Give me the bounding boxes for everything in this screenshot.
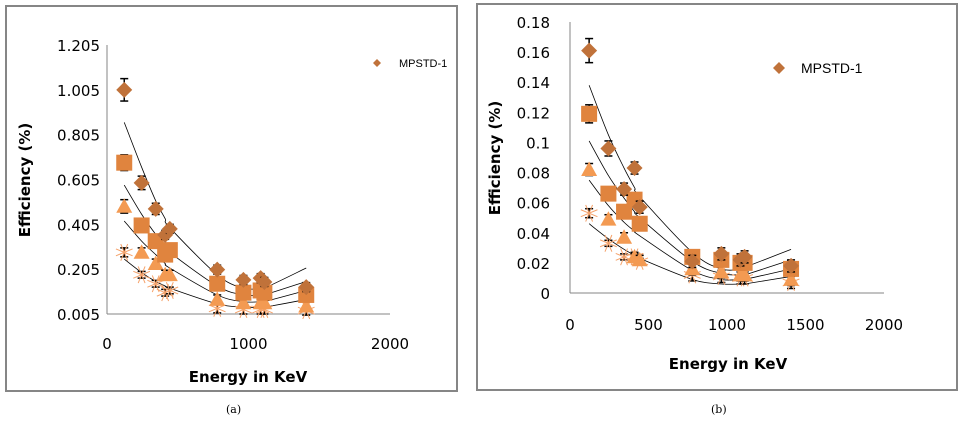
data-point-square <box>133 217 150 234</box>
chart-a-ytick-label: 0.805 <box>57 127 100 145</box>
chart-a-ytick-label: 1.005 <box>57 82 100 100</box>
chart-b-plot: 0 0.02 0.04 0.06 0.08 0.1 0.12 0.14 0.16 0.18 0 500… <box>517 14 904 334</box>
chart-b: Energy in KeV Efficiency (%) MPSTD-1 <box>486 60 863 373</box>
data-point-triangle <box>616 229 633 244</box>
data-point-asterisk <box>133 266 151 284</box>
chart-b-ytick-label: 0.04 <box>517 225 550 243</box>
data-point-diamond <box>256 273 273 290</box>
data-point-square <box>209 275 226 292</box>
chart-b-xtick-label: 0 <box>565 316 575 334</box>
data-point-triangle <box>147 255 164 270</box>
chart-a-ytick-label: 0.605 <box>57 172 100 190</box>
data-point-triangle <box>256 294 273 310</box>
data-point-triangle <box>209 291 226 306</box>
data-point-square <box>600 185 617 202</box>
data-point-triangle <box>161 266 178 282</box>
chart-a-ytick-label: 1.205 <box>57 37 100 55</box>
chart-b-series-square <box>581 104 800 277</box>
data-point-triangle <box>783 271 800 286</box>
data-point-diamond <box>600 140 617 157</box>
chart-a-xlabel: Energy in KeV <box>189 368 308 386</box>
chart-a-ytick-label: 0.205 <box>57 261 100 279</box>
data-point-square <box>631 215 648 232</box>
chart-b-xtick-label: 1000 <box>708 316 746 334</box>
chart-a-ytick-label: 0.405 <box>57 216 100 234</box>
chart-b-legend-marker <box>773 62 785 74</box>
data-point-square <box>256 284 273 301</box>
data-point-square <box>581 105 598 122</box>
data-point-diamond <box>298 279 315 296</box>
chart-b-ytick-label: 0.08 <box>517 165 550 183</box>
chart-a-xtick-label: 0 <box>102 335 112 353</box>
chart-b-ytick-label: 0.12 <box>517 104 550 122</box>
data-point-asterisk <box>580 204 598 222</box>
chart-panel-b <box>476 3 958 391</box>
chart-b-xlabel: Energy in KeV <box>669 355 788 373</box>
data-point-square <box>161 242 178 259</box>
data-point-diamond <box>147 200 164 217</box>
chart-a-series-square <box>116 154 315 303</box>
chart-b-ytick-label: 0 <box>540 285 550 303</box>
chart-b-ytick-label: 0.14 <box>517 74 550 92</box>
data-point-square <box>616 203 633 220</box>
data-point-triangle <box>298 298 315 313</box>
data-point-diamond <box>133 174 150 191</box>
data-point-diamond <box>616 181 633 198</box>
data-point-diamond <box>631 199 648 216</box>
chart-a-ylabel: Efficiency (%) <box>16 123 34 238</box>
data-point-diamond <box>235 271 252 288</box>
chart-a-plot: 0.005 0.205 0.405 0.605 0.805 1.005 1.205 0 1000… <box>57 37 409 353</box>
data-point-diamond <box>783 257 800 274</box>
data-point-diamond <box>736 248 753 265</box>
data-point-diamond <box>684 253 701 270</box>
chart-b-ytick-label: 0.02 <box>517 255 550 273</box>
chart-b-series-triangle <box>581 161 800 287</box>
data-point-asterisk <box>599 234 617 252</box>
chart-b-ytick-label: 0.18 <box>517 14 550 32</box>
chart-a-legend-label: MPSTD-1 <box>399 58 447 70</box>
chart-b-xtick-label: 1500 <box>786 316 824 334</box>
data-point-triangle <box>736 266 753 282</box>
chart-b-ytick-label: 0.1 <box>526 134 550 152</box>
data-point-triangle <box>600 211 617 226</box>
data-point-diamond <box>581 42 598 59</box>
data-point-square <box>116 154 133 171</box>
data-point-triangle <box>235 294 252 310</box>
chart-b-xtick-label: 500 <box>634 316 663 334</box>
data-point-asterisk <box>161 281 179 299</box>
chart-b-xtick-label: 2000 <box>865 316 903 334</box>
chart-a: Energy in KeV Efficiency (%) MPSTD-1 <box>16 58 447 386</box>
data-point-triangle <box>631 251 648 267</box>
data-point-triangle <box>713 263 730 279</box>
chart-b-ylabel: Efficiency (%) <box>486 101 504 216</box>
caption-a: (a) <box>226 403 242 416</box>
chart-b-ytick-label: 0.06 <box>517 195 550 213</box>
data-point-triangle <box>581 161 598 176</box>
chart-a-xtick-label: 2000 <box>371 335 409 353</box>
caption-b: (b) <box>711 403 727 416</box>
chart-b-legend-label: MPSTD-1 <box>801 60 863 76</box>
data-point-diamond <box>209 261 226 278</box>
data-point-diamond <box>713 245 730 262</box>
chart-b-series-diamond <box>581 37 800 274</box>
data-point-diamond <box>116 81 133 98</box>
data-point-square <box>235 284 252 301</box>
chart-a-legend-marker <box>373 59 381 67</box>
chart-a-series-diamond <box>116 77 315 296</box>
data-point-diamond <box>626 160 643 177</box>
chart-b-series-asterisk <box>580 204 800 291</box>
chart-a-ytick-label: 0.005 <box>57 306 100 324</box>
data-point-triangle <box>133 244 150 259</box>
data-point-triangle <box>116 198 133 213</box>
chart-a-xtick-label: 1000 <box>229 335 267 353</box>
data-point-diamond <box>161 220 178 237</box>
chart-a-series-triangle <box>116 198 315 313</box>
chart-panel-a <box>5 5 458 392</box>
data-point-asterisk <box>115 243 133 261</box>
chart-b-ytick-label: 0.16 <box>517 44 550 62</box>
